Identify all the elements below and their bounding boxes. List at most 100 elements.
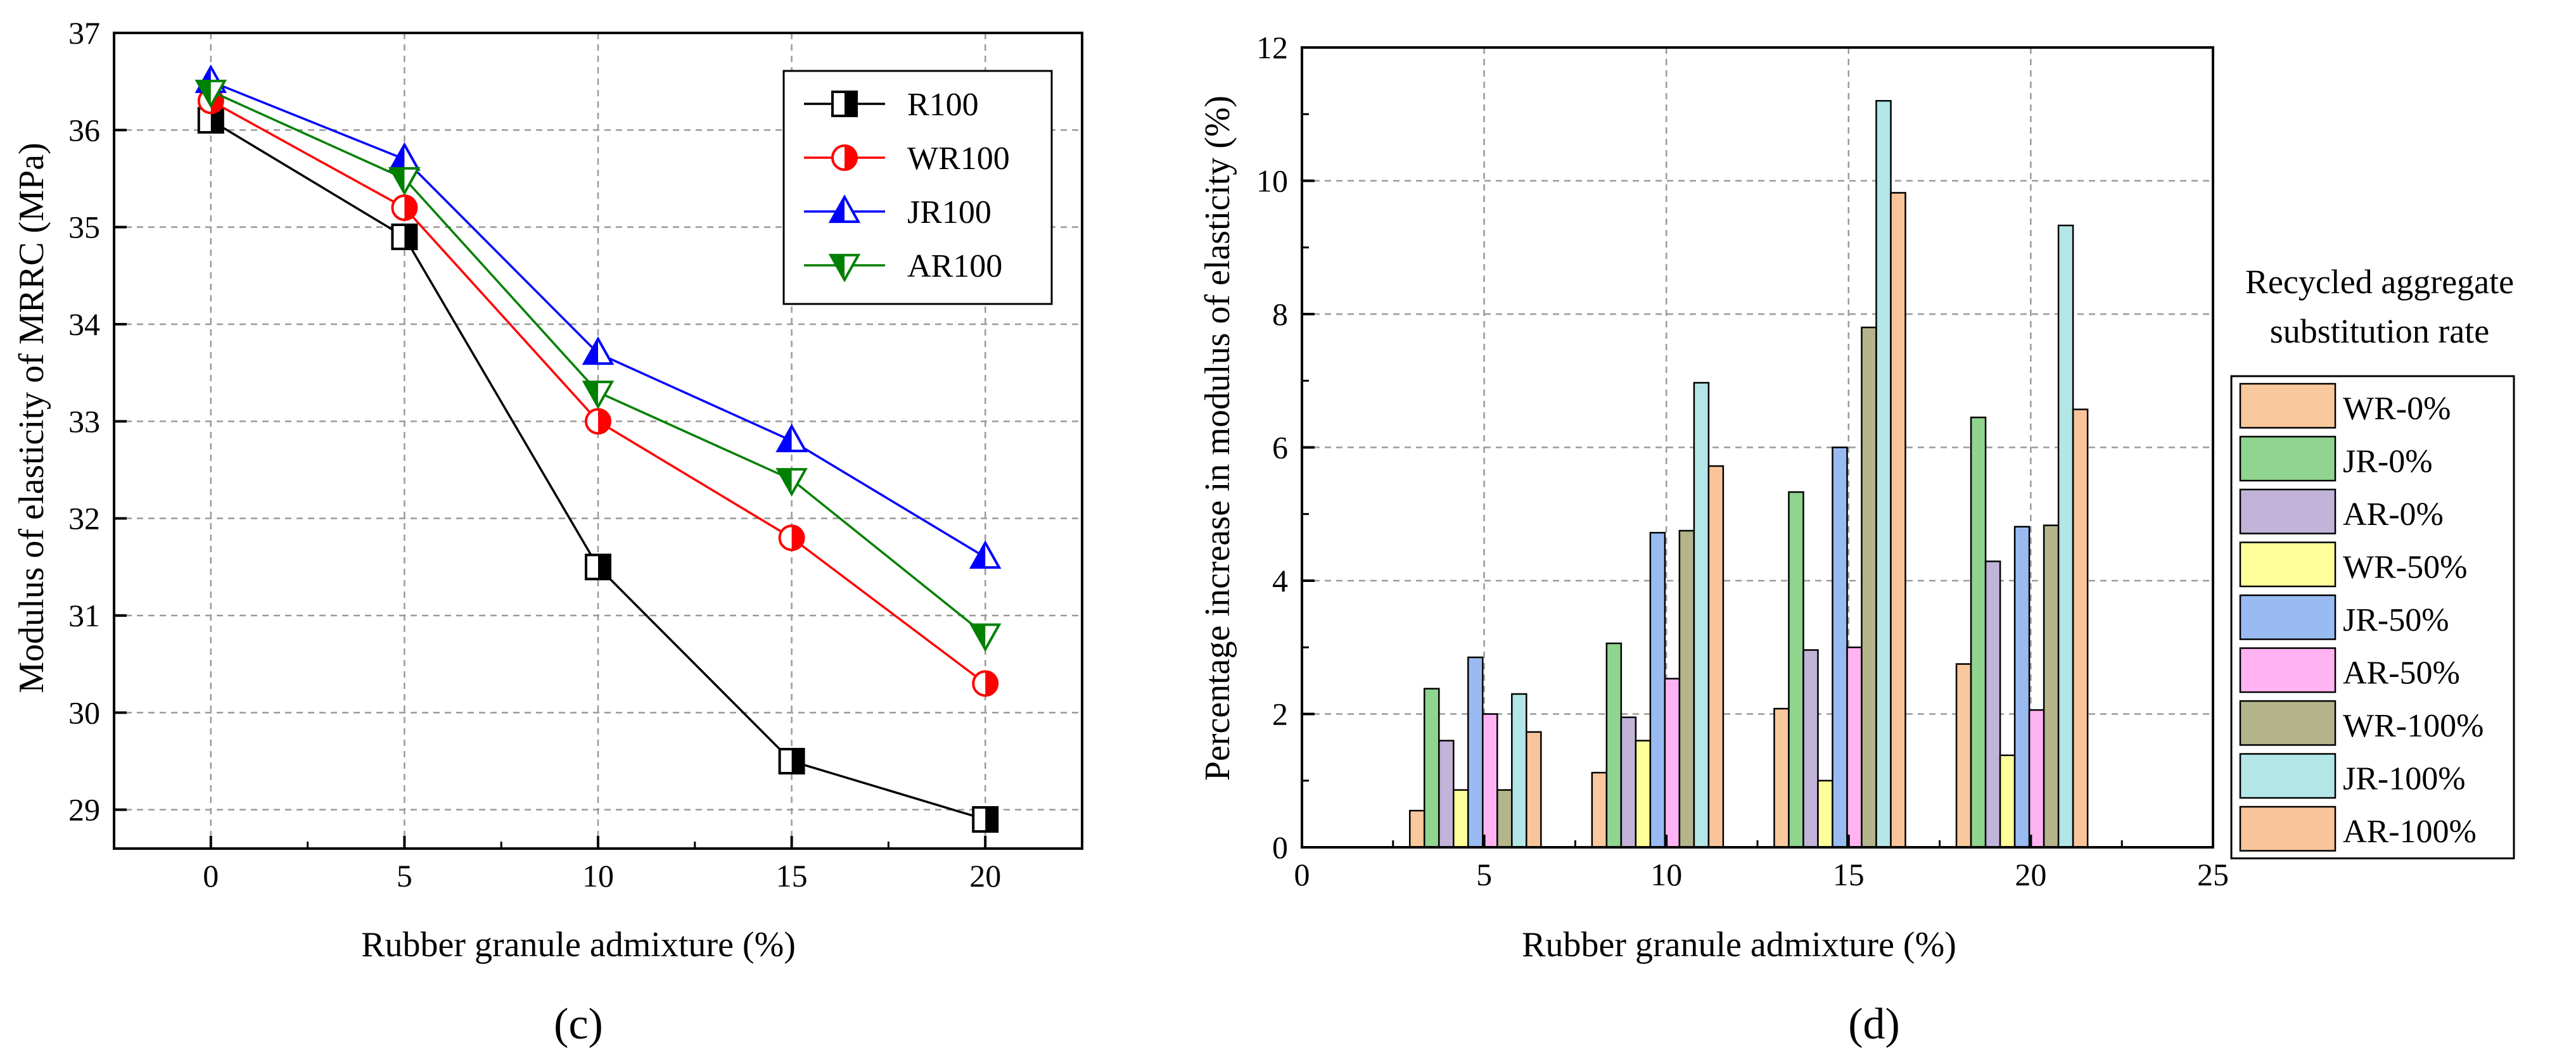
series-wr100-marker-fill	[791, 526, 804, 550]
bar-jr-50pct-20	[2013, 526, 2031, 849]
bar-ar-100pct-15	[1890, 192, 1906, 849]
legend-jr100-marker-fill	[831, 197, 845, 222]
chart-c-xtick-label: 10	[582, 858, 614, 894]
legend-ar-100pct-swatch	[2239, 805, 2337, 852]
bar-jr-100pct-20	[2057, 224, 2074, 849]
chart-c-xtick-label: 0	[203, 858, 219, 894]
legend-ar-50pct-label: AR-50%	[2343, 655, 2460, 691]
bar-wr-50pct-20	[1999, 754, 2016, 849]
bar-wr-0pct-20	[1955, 663, 1972, 849]
chart-c-ytick-label: 37	[68, 15, 100, 51]
chart-d-xtick-label: 15	[1833, 857, 1865, 892]
bar-jr-100pct-5	[1511, 693, 1527, 849]
chart-c-xlabel: Rubber granule admixture (%)	[361, 925, 796, 964]
legend-jr-50pct-swatch	[2239, 594, 2337, 640]
chart-d-xtick-label: 25	[2197, 857, 2229, 892]
chart-d-ytick-label: 10	[1256, 163, 1288, 199]
bar-wr-100pct-10	[1678, 529, 1695, 849]
bar-wr-0pct-15	[1773, 707, 1790, 849]
chart-c-ytick-label: 34	[68, 306, 100, 342]
bar-wr-0pct-5	[1409, 809, 1425, 849]
chart-c-ytick-label: 31	[68, 598, 100, 633]
legend-r100-symbol	[831, 91, 858, 117]
chart-c-axes: 0 5 10 15 20 29 30 31 32 33 34 35 36 37	[68, 15, 1083, 894]
series-ar100	[194, 79, 1002, 652]
legend-jr100-symbol	[828, 194, 861, 224]
series-r100-marker-fill	[210, 108, 223, 132]
legend-jr-100pct-swatch	[2239, 753, 2337, 799]
bar-wr-100pct-20	[2043, 524, 2060, 849]
legend-jr-50pct-label: JR-50%	[2343, 602, 2449, 638]
legend-ar-50pct-swatch	[2239, 647, 2337, 693]
series-jr100-marker-fill	[971, 543, 986, 568]
series-wr100-marker-fill	[404, 196, 417, 220]
legend-jr-100pct-label: JR-100%	[2343, 761, 2466, 797]
series-r100	[197, 107, 999, 833]
legend-wr-50pct-label: WR-50%	[2343, 549, 2467, 585]
bar-jr-0pct-5	[1424, 688, 1440, 849]
chart-d-ylabel: Percentage increase in modulus of elasti…	[1198, 96, 1237, 781]
legend-jr-0pct-label: JR-0%	[2343, 443, 2433, 479]
bar-ar-50pct-20	[2028, 709, 2045, 849]
chart-d-panel-label: (d)	[1848, 1000, 1900, 1049]
chart-c-ytick-label: 33	[68, 403, 100, 439]
series-ar100-marker-fill	[390, 168, 405, 193]
bar-ar-100pct-5	[1526, 731, 1542, 849]
bar-jr-50pct-15	[1832, 446, 1848, 849]
series-ar100-marker-fill	[196, 80, 211, 106]
chart-d-legend-title-line: Recycled aggregate	[2245, 263, 2514, 301]
chart-d-legend: Recycled aggregate substitution rate WR-0%…	[2230, 263, 2515, 859]
bar-jr-100pct-15	[1875, 99, 1892, 849]
series-r100-marker-fill	[791, 749, 804, 773]
bar-jr-50pct-5	[1467, 656, 1484, 849]
legend-ar100-marker-fill	[831, 255, 845, 280]
chart-d-bars	[1409, 99, 2089, 849]
chart-c-ytick-label: 35	[68, 210, 100, 245]
chart-c-xtick-label: 5	[397, 858, 412, 894]
bar-ar-0pct-5	[1438, 740, 1455, 849]
chart-c-ytick-label: 36	[68, 112, 100, 148]
series-ar100-marker-fill	[584, 382, 598, 407]
series-wr100-marker-fill	[598, 409, 610, 434]
chart-c-ytick-label: 30	[68, 695, 100, 730]
legend-r100-label: R100	[907, 87, 979, 123]
bar-ar-50pct-15	[1846, 647, 1863, 849]
bar-wr-50pct-10	[1635, 740, 1652, 849]
legend-wr100-marker-fill	[845, 146, 857, 170]
legend-r100-marker-fill	[845, 92, 857, 116]
bar-ar-100pct-20	[2072, 408, 2089, 849]
series-jr100-marker-fill	[584, 339, 598, 364]
chart-d-ytick-label: 0	[1272, 830, 1288, 865]
chart-d-ytick-label: 8	[1272, 296, 1288, 332]
bar-jr-0pct-10	[1605, 642, 1623, 849]
series-ar100-marker-fill	[971, 624, 986, 650]
chart-c-legend: R100 WR100 JR100 AR100	[782, 70, 1053, 305]
legend-ar100-symbol	[828, 253, 861, 282]
legend-ar-0pct-label: AR-0%	[2343, 496, 2444, 533]
bar-jr-0pct-20	[1970, 416, 1987, 849]
chart-c-ylabel: Modulus of elasticity of MRRC (MPa)	[12, 142, 51, 693]
chart-d-xtick-label: 5	[1476, 857, 1492, 892]
bar-ar-50pct-10	[1664, 678, 1681, 849]
chart-d-xtick-label: 0	[1294, 857, 1310, 892]
legend-ar100-label: AR100	[907, 248, 1002, 284]
legend-wr-0pct-label: WR-0%	[2343, 391, 2451, 427]
bar-wr-100pct-15	[1861, 326, 1877, 849]
legend-wr-50pct-swatch	[2239, 541, 2337, 588]
legend-ar-0pct-swatch	[2239, 488, 2337, 534]
chart-d-xlabel: Rubber granule admixture (%)	[1522, 925, 1956, 964]
legend-wr-100pct-swatch	[2239, 700, 2337, 746]
chart-d: 0 5 10 15 20 25 0 2 4 6 8 10 12 Recycled aggregate su…	[1198, 30, 2515, 1049]
bar-wr-50pct-15	[1817, 780, 1833, 849]
chart-c-ytick-label: 29	[68, 792, 100, 828]
series-ar100-marker-fill	[777, 469, 792, 495]
chart-d-xtick-label: 10	[1650, 857, 1682, 892]
legend-wr100-label: WR100	[907, 141, 1010, 177]
chart-d-ytick-label: 2	[1272, 697, 1288, 732]
chart-c-panel-label: (c)	[554, 1000, 603, 1049]
chart-d-ytick-label: 6	[1272, 430, 1288, 465]
legend-jr100-label: JR100	[907, 194, 992, 231]
chart-d-ytick-label: 4	[1272, 563, 1288, 598]
legend-jr-0pct-swatch	[2239, 436, 2337, 482]
